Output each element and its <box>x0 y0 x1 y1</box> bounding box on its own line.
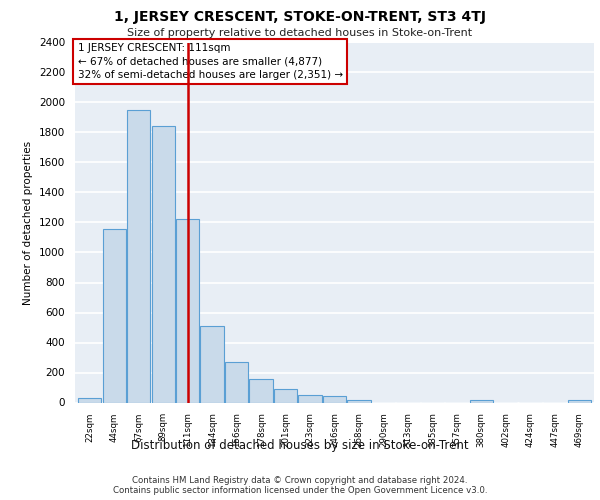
Text: Contains public sector information licensed under the Open Government Licence v3: Contains public sector information licen… <box>113 486 487 495</box>
Y-axis label: Number of detached properties: Number of detached properties <box>23 140 34 304</box>
Bar <box>470 400 493 402</box>
Bar <box>152 126 175 402</box>
Text: Distribution of detached houses by size in Stoke-on-Trent: Distribution of detached houses by size … <box>131 440 469 452</box>
Bar <box>127 110 150 403</box>
Text: Contains HM Land Registry data © Crown copyright and database right 2024.: Contains HM Land Registry data © Crown c… <box>132 476 468 485</box>
Text: 1, JERSEY CRESCENT, STOKE-ON-TRENT, ST3 4TJ: 1, JERSEY CRESCENT, STOKE-ON-TRENT, ST3 … <box>114 10 486 24</box>
Text: Size of property relative to detached houses in Stoke-on-Trent: Size of property relative to detached ho… <box>127 28 473 38</box>
Bar <box>568 400 591 402</box>
Text: 1 JERSEY CRESCENT: 111sqm
← 67% of detached houses are smaller (4,877)
32% of se: 1 JERSEY CRESCENT: 111sqm ← 67% of detac… <box>77 43 343 80</box>
Bar <box>250 379 272 402</box>
Bar <box>200 326 224 402</box>
Bar <box>176 220 199 402</box>
Bar <box>323 396 346 402</box>
Bar <box>298 395 322 402</box>
Bar <box>103 229 126 402</box>
Bar <box>347 400 371 402</box>
Bar <box>225 362 248 403</box>
Bar <box>274 389 297 402</box>
Bar <box>78 398 101 402</box>
